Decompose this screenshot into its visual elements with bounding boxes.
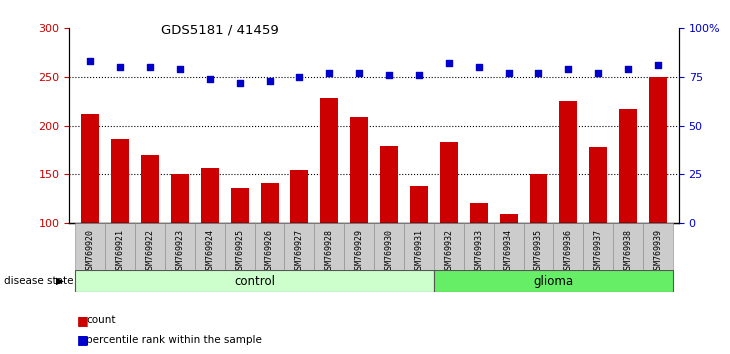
Point xyxy=(323,70,335,76)
Text: GSM769933: GSM769933 xyxy=(474,229,483,274)
Bar xyxy=(320,98,338,223)
Bar xyxy=(75,223,105,271)
Bar xyxy=(613,223,643,271)
Point xyxy=(204,76,215,82)
Bar xyxy=(493,223,523,271)
Bar xyxy=(464,223,493,271)
Text: ■: ■ xyxy=(77,314,88,327)
Bar xyxy=(374,223,404,271)
Text: GSM769938: GSM769938 xyxy=(623,229,633,274)
Text: ■: ■ xyxy=(77,333,88,346)
Bar xyxy=(255,223,285,271)
Bar xyxy=(553,223,583,271)
Text: disease state: disease state xyxy=(4,276,73,286)
Bar xyxy=(291,170,308,223)
Text: GSM769936: GSM769936 xyxy=(564,229,573,274)
Text: GSM769930: GSM769930 xyxy=(385,229,393,274)
Bar xyxy=(499,214,518,223)
Bar xyxy=(75,270,434,292)
Bar xyxy=(440,142,458,223)
Bar xyxy=(315,223,345,271)
Bar xyxy=(141,155,159,223)
Bar xyxy=(434,223,464,271)
Bar xyxy=(380,146,398,223)
Bar xyxy=(410,186,428,223)
Point xyxy=(115,64,126,70)
Point xyxy=(293,74,305,80)
Point xyxy=(592,70,604,76)
Point xyxy=(413,72,425,78)
Bar xyxy=(559,101,577,223)
Point xyxy=(174,67,185,72)
Text: ▶: ▶ xyxy=(56,276,64,286)
Text: GSM769927: GSM769927 xyxy=(295,229,304,274)
Point xyxy=(622,67,634,72)
Bar xyxy=(643,223,673,271)
Text: GSM769932: GSM769932 xyxy=(445,229,453,274)
Bar xyxy=(350,117,368,223)
Text: GSM769935: GSM769935 xyxy=(534,229,543,274)
Point xyxy=(383,72,395,78)
Text: GSM769926: GSM769926 xyxy=(265,229,274,274)
Bar xyxy=(345,223,374,271)
Bar xyxy=(285,223,315,271)
Bar xyxy=(404,223,434,271)
Text: GSM769939: GSM769939 xyxy=(653,229,663,274)
Point xyxy=(85,58,96,64)
Bar xyxy=(619,109,637,223)
Text: GSM769923: GSM769923 xyxy=(175,229,185,274)
Bar xyxy=(529,175,548,223)
Text: control: control xyxy=(234,275,275,287)
Bar xyxy=(105,223,135,271)
Bar xyxy=(583,223,613,271)
Text: GSM769921: GSM769921 xyxy=(115,229,125,274)
Text: glioma: glioma xyxy=(534,275,574,287)
Bar xyxy=(201,167,219,223)
Point xyxy=(145,64,156,70)
Text: GSM769931: GSM769931 xyxy=(415,229,423,274)
Bar xyxy=(261,183,279,223)
Point xyxy=(234,80,245,86)
Bar xyxy=(171,175,189,223)
Point xyxy=(443,61,455,66)
Text: GSM769924: GSM769924 xyxy=(205,229,215,274)
Bar xyxy=(649,77,667,223)
Text: GSM769928: GSM769928 xyxy=(325,229,334,274)
Point xyxy=(264,78,275,84)
Point xyxy=(503,70,515,76)
Bar xyxy=(165,223,195,271)
Bar xyxy=(135,223,165,271)
Bar xyxy=(469,202,488,223)
Bar xyxy=(434,270,673,292)
Text: count: count xyxy=(86,315,115,325)
Bar xyxy=(523,223,553,271)
Text: percentile rank within the sample: percentile rank within the sample xyxy=(86,335,262,345)
Text: GSM769920: GSM769920 xyxy=(85,229,95,274)
Bar xyxy=(111,139,129,223)
Bar xyxy=(231,188,249,223)
Text: GDS5181 / 41459: GDS5181 / 41459 xyxy=(161,23,278,36)
Bar xyxy=(195,223,225,271)
Bar xyxy=(81,114,99,223)
Bar xyxy=(225,223,255,271)
Point xyxy=(652,62,664,68)
Point xyxy=(353,70,365,76)
Text: GSM769929: GSM769929 xyxy=(355,229,364,274)
Text: GSM769922: GSM769922 xyxy=(145,229,155,274)
Point xyxy=(563,67,575,72)
Point xyxy=(533,70,545,76)
Point xyxy=(473,64,485,70)
Text: GSM769934: GSM769934 xyxy=(504,229,513,274)
Text: GSM769925: GSM769925 xyxy=(235,229,244,274)
Bar xyxy=(589,147,607,223)
Text: GSM769937: GSM769937 xyxy=(593,229,603,274)
